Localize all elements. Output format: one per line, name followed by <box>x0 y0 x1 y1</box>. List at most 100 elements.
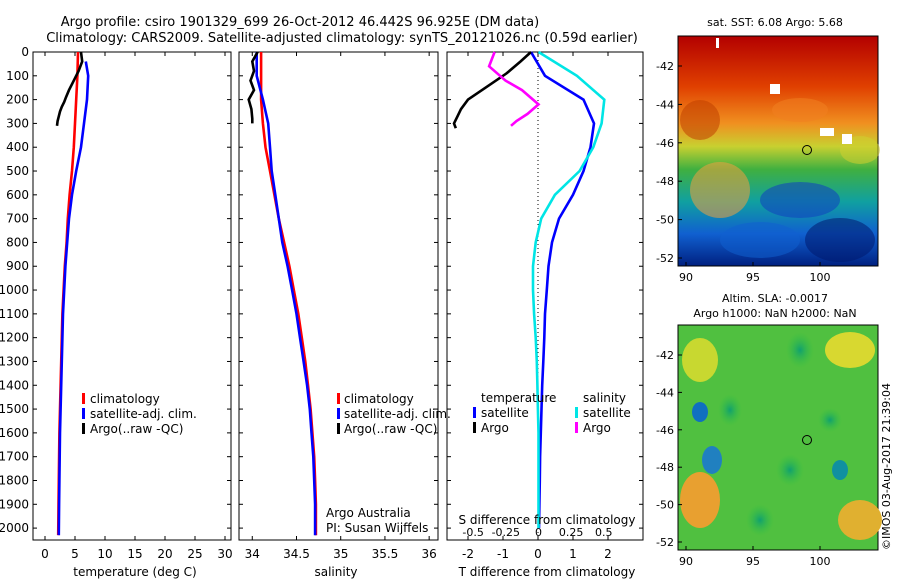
depth-tick-label: 300 <box>6 116 29 130</box>
x-tick-label: 5 <box>71 547 79 561</box>
argo-line <box>247 51 259 124</box>
map-y-tick-label: -52 <box>656 536 674 549</box>
x-axis-label-t-diff: T difference from climatology <box>458 565 636 579</box>
legend-swatch-s-sat <box>575 407 578 418</box>
map-x-tick-label: 90 <box>679 271 693 284</box>
sst-cloud-mask <box>820 128 834 136</box>
depth-tick-label: 700 <box>6 212 29 226</box>
x-tick-label: 34.5 <box>283 547 310 561</box>
map-y-tick-label: -44 <box>656 98 674 111</box>
legend-swatch-sat <box>82 408 85 419</box>
plot-frame <box>238 51 439 541</box>
depth-tick-label: 1500 <box>0 402 29 416</box>
depth-tick-label: 0 <box>21 45 29 59</box>
depth-tick-label: 1300 <box>0 354 29 368</box>
legend-swatch-argo <box>337 423 340 434</box>
map-y-tick-label: -50 <box>656 214 674 227</box>
imos-footer: ©IMOS 03-Aug-2017 21:39:04 <box>880 383 893 550</box>
map-x-tick-label: 95 <box>746 555 760 568</box>
legend-label-clim: climatology <box>344 392 414 406</box>
legend-label-argo: Argo(..raw -QC) <box>344 422 437 436</box>
map-y-tick-label: -46 <box>656 424 674 437</box>
legend-label-argo: Argo(..raw -QC) <box>90 422 183 436</box>
satellite-clim-line <box>255 52 317 536</box>
map-x-tick-label: 95 <box>746 271 760 284</box>
depth-tick-label: 600 <box>6 188 29 202</box>
legend-header-temperature: temperature <box>481 391 556 405</box>
depth-tick-label: 200 <box>6 93 29 107</box>
x-tick-label: 20 <box>157 547 172 561</box>
depth-tick-label: 1700 <box>0 450 29 464</box>
legend-swatch-clim <box>82 393 85 404</box>
depth-tick-label: 400 <box>6 140 29 154</box>
depth-tick-label: 900 <box>6 259 29 273</box>
legend-label-sat: satellite-adj. clim. <box>90 407 197 421</box>
legend-swatch-sat <box>337 408 340 419</box>
map-y-tick-label: -48 <box>656 175 674 188</box>
depth-tick-label: 1200 <box>0 331 29 345</box>
argo-location-marker <box>802 435 812 445</box>
difference-legend: temperature salinity satellite Argo sate… <box>473 391 631 435</box>
legend-swatch-argo <box>82 423 85 434</box>
sst-map-axes: -42 -44 -46 -48 -50 -52 90 95 100 <box>656 60 830 284</box>
x-tick-label: 30 <box>217 547 232 561</box>
depth-tick-label: 1400 <box>0 378 29 392</box>
x-tick-label: 1 <box>569 547 577 561</box>
temperature-legend: climatology satellite-adj. clim. Argo(..… <box>82 392 197 436</box>
x-tick-label: 35 <box>333 547 348 561</box>
sst-map-texture <box>680 98 880 262</box>
argo-line <box>55 51 84 126</box>
legend-swatch-s-argo <box>575 422 578 433</box>
sst-map-title: sat. SST: 6.08 Argo: 5.68 <box>707 16 843 29</box>
depth-tick-label: 1800 <box>0 473 29 487</box>
sst-cloud-mask <box>716 38 719 48</box>
depth-tick-label: 100 <box>6 69 29 83</box>
legend-header-salinity: salinity <box>583 391 626 405</box>
x-tick-label: 15 <box>127 547 142 561</box>
legend-label-s-argo: Argo <box>583 421 611 435</box>
title-line-1: Argo profile: csiro 1901329_699 26-Oct-2… <box>61 15 539 30</box>
map-y-tick-label: -42 <box>656 349 674 362</box>
depth-tick-label: 500 <box>6 164 29 178</box>
salinity-panel: 34 34.5 35 35.5 36 <box>238 51 439 561</box>
x-tick-label: 10 <box>97 547 112 561</box>
title-line-2: Climatology: CARS2009. Satellite-adjuste… <box>46 31 638 46</box>
plot-frame <box>32 51 232 541</box>
sla-map: Altim. SLA: -0.0017 Argo h1000: NaN h200… <box>656 292 882 568</box>
legend-label-t-argo: Argo <box>481 421 509 435</box>
s-diff-tick-label: -0.5 <box>462 526 483 539</box>
map-x-tick-label: 90 <box>679 555 693 568</box>
map-y-tick-label: -48 <box>656 461 674 474</box>
sla-map-title-1: Altim. SLA: -0.0017 <box>722 292 828 305</box>
temperature-panel: 0 5 10 15 20 25 30 <box>32 51 233 561</box>
sst-cloud-mask <box>770 84 780 94</box>
annotation-argo-australia: Argo Australia <box>326 506 411 520</box>
map-x-tick-label: 100 <box>810 555 831 568</box>
depth-tick-label: 1000 <box>0 283 29 297</box>
sla-map-title-2: Argo h1000: NaN h2000: NaN <box>693 307 856 320</box>
legend-label-t-sat: satellite <box>481 406 529 420</box>
legend-swatch-t-argo <box>473 422 476 433</box>
satellite-clim-line <box>57 61 90 536</box>
x-tick-label: 2 <box>604 547 612 561</box>
annotation-pi: PI: Susan Wijffels <box>326 521 428 535</box>
map-y-tick-label: -50 <box>656 499 674 512</box>
x-tick-label: 34 <box>245 547 260 561</box>
s-argo-diff-line <box>487 51 541 127</box>
depth-tick-label: 2000 <box>0 521 29 535</box>
map-y-tick-label: -52 <box>656 252 674 265</box>
map-x-tick-label: 100 <box>810 271 831 284</box>
x-tick-label: 25 <box>187 547 202 561</box>
s-diff-tick-label: -0.25 <box>492 526 520 539</box>
depth-tick-label: 800 <box>6 235 29 249</box>
t-argo-diff-line <box>452 51 532 129</box>
x-tick-label: 35.5 <box>372 547 399 561</box>
plot-frame <box>446 51 644 541</box>
salinity-legend: climatology satellite-adj. clim. Argo(..… <box>326 392 451 535</box>
sla-map-texture <box>680 332 882 540</box>
legend-label-clim: climatology <box>90 392 160 406</box>
depth-tick-label: 1600 <box>0 426 29 440</box>
x-axis-label-salinity: salinity <box>314 565 357 579</box>
x-tick-label: -2 <box>462 547 474 561</box>
